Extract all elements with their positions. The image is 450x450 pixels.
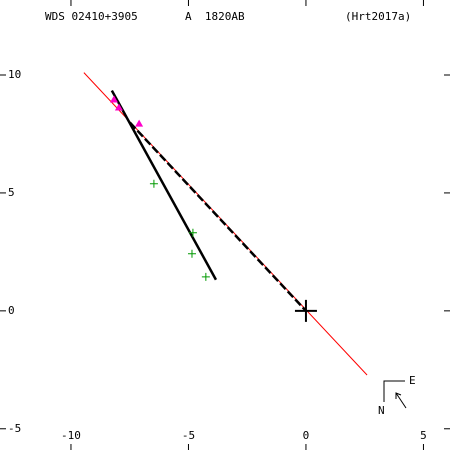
orbit-line	[110, 89, 218, 281]
y-tick-label: 0	[8, 304, 15, 317]
marker-triangle	[114, 103, 123, 111]
compass-arrow	[395, 392, 407, 409]
marker-triangle	[135, 119, 144, 127]
compass	[383, 380, 407, 409]
header-left: WDS 02410+3905	[45, 10, 138, 23]
compass-arrowhead	[395, 392, 402, 399]
marker-plus	[188, 228, 197, 237]
compass-north: N	[378, 404, 385, 417]
header-right: (Hrt2017a)	[345, 10, 411, 23]
marker-big-plus	[294, 299, 317, 322]
compass-east: E	[409, 374, 416, 387]
x-tick-label: 5	[420, 429, 427, 442]
y-tick-label: 10	[8, 68, 21, 81]
x-tick-label: -5	[182, 429, 195, 442]
x-tick-label: 0	[303, 429, 310, 442]
marker-plus	[187, 249, 196, 258]
marker-triangle	[109, 95, 118, 103]
marker-plus	[149, 179, 158, 188]
orbit-line	[129, 121, 307, 312]
y-tick-label: 5	[8, 186, 15, 199]
x-tick-label: -10	[61, 429, 81, 442]
compass-axes	[383, 380, 405, 402]
marker-plus	[201, 272, 210, 281]
y-tick-label: -5	[8, 422, 21, 435]
header-middle: A 1820AB	[185, 10, 245, 23]
